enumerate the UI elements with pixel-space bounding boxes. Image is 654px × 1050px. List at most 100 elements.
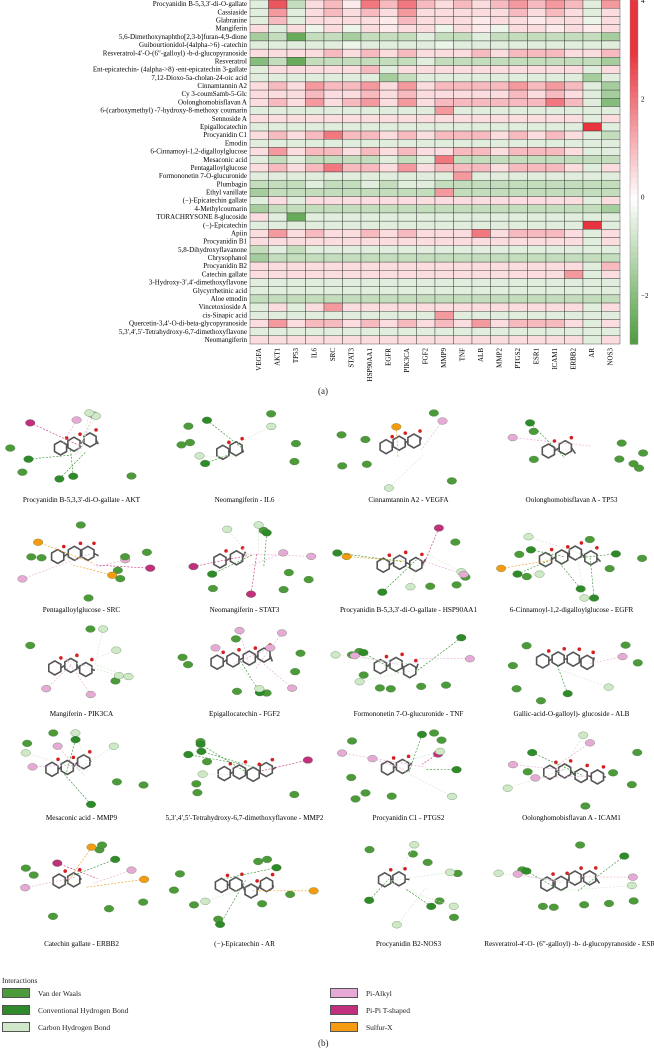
interaction-line [205, 453, 233, 464]
interaction-line [346, 556, 405, 562]
residue-disc [458, 570, 469, 579]
residue-disc [614, 455, 625, 463]
interaction-line [414, 637, 462, 673]
heatmap-cell [342, 188, 362, 197]
oxygen-atom [595, 545, 599, 550]
molecule-ring [402, 662, 417, 679]
residue-disc [207, 570, 218, 578]
residue-disc [364, 896, 375, 904]
heatmap-cell [471, 278, 491, 287]
docking-caption: Pentagalloylglucose - SRC [43, 606, 121, 614]
heatmap-cell [286, 319, 306, 328]
heatmap-cell [268, 179, 288, 189]
heatmap-cell [453, 196, 473, 205]
heatmap-cell [397, 65, 417, 74]
heatmap-cell [342, 130, 362, 140]
interaction-line [94, 628, 104, 665]
residue-disc [521, 642, 532, 650]
heatmap-cell [471, 196, 491, 205]
heatmap-cell [490, 139, 510, 148]
colorbar-step [630, 200, 638, 207]
heatmap-cell [564, 16, 584, 25]
colorbar-step [630, 57, 638, 64]
residue-disc [68, 472, 79, 480]
row-label: Procyanidin C1 [203, 131, 247, 139]
heatmap-cell [397, 278, 417, 287]
heatmap-cell [268, 212, 288, 222]
heatmap-cell [490, 286, 510, 296]
heatmap-cell [564, 319, 584, 328]
heatmap-cell [490, 220, 510, 230]
heatmap-cell [286, 0, 306, 9]
heatmap-cell [342, 122, 362, 132]
oxygen-atom [61, 544, 66, 549]
heatmap-cell [453, 237, 473, 246]
heatmap-cell [527, 294, 547, 304]
residue-disc [346, 773, 357, 782]
docking-panel: Catechin gallate - ERBB2 [20, 841, 150, 948]
heatmap-cell [453, 40, 473, 50]
colorbar-step [630, 275, 638, 282]
molecule-ring [389, 656, 403, 673]
residue-disc [114, 672, 124, 680]
heatmap-cell [268, 278, 288, 287]
heatmap-cell [305, 130, 325, 140]
heatmap-cell [249, 261, 269, 271]
heatmap-cell [527, 253, 547, 263]
heatmap-cell [434, 237, 454, 246]
heatmap-cell [379, 278, 399, 287]
heatmap-cell [545, 155, 565, 165]
colorbar-step [630, 28, 638, 35]
oxygen-atom [87, 749, 92, 754]
molecule-ring [259, 761, 274, 778]
heatmap-cell [268, 319, 288, 328]
residue-disc [185, 438, 195, 447]
molecule-bond [596, 557, 602, 563]
heatmap-cell [545, 106, 565, 115]
molecule-ring [373, 658, 388, 675]
heatmap-cell [379, 89, 399, 99]
row-label: Mesaconic acid [203, 156, 247, 164]
heatmap-cell [527, 179, 547, 189]
residue-disc [230, 635, 241, 643]
heatmap-cell [416, 147, 436, 156]
molecule-ring [67, 436, 81, 453]
heatmap-cell [249, 155, 269, 165]
heatmap-cell [434, 270, 454, 279]
residue-disc [425, 582, 436, 590]
heatmap-cell [434, 171, 454, 181]
heatmap-cell [249, 73, 269, 83]
heatmap-cell [379, 7, 399, 17]
colorbar-step [630, 240, 638, 248]
docking-caption: Gallic-acid-O-galloyl)- glucoside - ALB [514, 710, 630, 718]
heatmap-cell [582, 163, 602, 173]
heatmap-cell [286, 163, 306, 173]
colorbar-step [630, 223, 638, 230]
molecule-ring [67, 545, 82, 562]
heatmap-cell [564, 261, 584, 271]
heatmap-cell [601, 114, 621, 124]
residue-disc [358, 671, 369, 679]
heatmap-cell [286, 179, 306, 189]
residue-disc [234, 627, 245, 635]
residue-disc [347, 737, 357, 745]
heatmap-cell [323, 65, 343, 74]
heatmap-cell [286, 7, 306, 17]
oxygen-atom [414, 658, 418, 663]
heatmap-cell [471, 294, 491, 304]
row-label: (−)-Epicatechin gallate [183, 197, 247, 205]
heatmap-cell [249, 114, 269, 124]
heatmap-cell [286, 89, 306, 99]
oxygen-atom [94, 428, 98, 432]
molecule-ring [53, 440, 68, 456]
heatmap-cell [360, 270, 380, 279]
interaction-line [62, 419, 77, 444]
interaction-line [234, 647, 271, 664]
docking-caption: Catechin gallate - ERBB2 [44, 940, 119, 948]
molecule-ring [47, 659, 62, 676]
heatmap-cell [249, 147, 269, 156]
oxygen-atom [75, 653, 79, 658]
heatmap-cell [286, 40, 306, 50]
legend-swatch [2, 1022, 30, 1032]
